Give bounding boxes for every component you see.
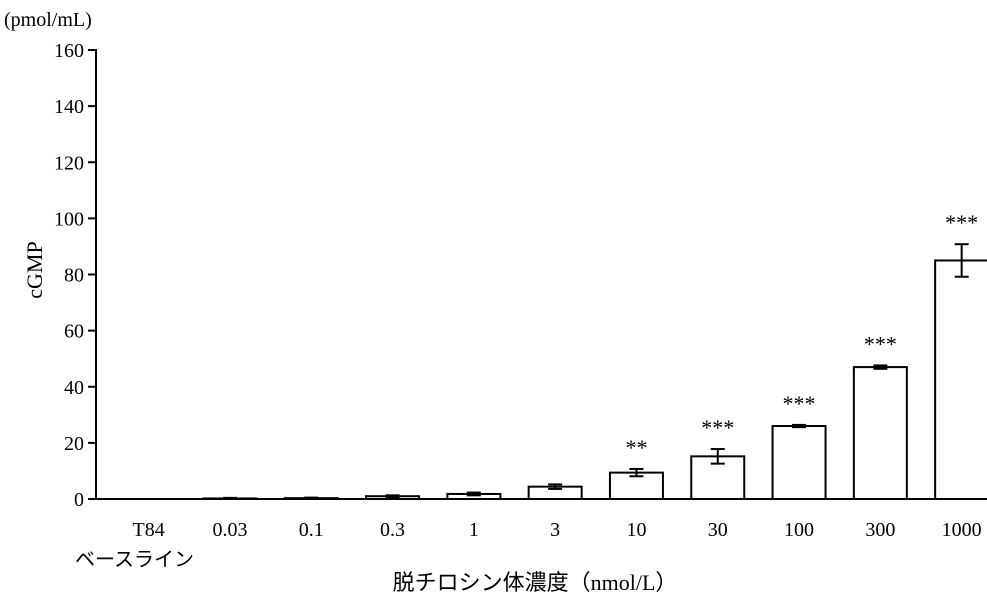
x-tick-label: 30 xyxy=(708,519,728,541)
bar xyxy=(935,260,987,499)
plot-area: 0 20 40 60 80 100 120 140 160 T84 0.03 0.1 0.3 1 3 10 **… xyxy=(54,40,987,541)
y-tick-label: 80 xyxy=(64,265,84,287)
x-tick-label: 10 xyxy=(626,519,646,541)
x-tick-label: 0.3 xyxy=(380,519,405,541)
y-unit-label: (pmol/mL) xyxy=(4,9,92,31)
x-tick-label: 1000 xyxy=(942,519,982,541)
x-tick-label: 0.1 xyxy=(299,519,324,541)
y-tick-label: 100 xyxy=(54,208,84,230)
x-axis-title: 脱チロシン体濃度（nmol/L） xyxy=(393,570,678,595)
significance-mark: *** xyxy=(864,331,897,356)
significance-mark: ** xyxy=(625,435,647,460)
bar xyxy=(854,367,907,499)
x-tick-label: 0.03 xyxy=(212,519,247,541)
x-tick-label: T84 xyxy=(133,519,165,541)
x-tick-label: 3 xyxy=(550,519,560,541)
y-tick-label: 40 xyxy=(64,377,84,399)
y-tick-label: 140 xyxy=(54,96,84,118)
significance-mark: *** xyxy=(701,415,734,440)
significance-mark: *** xyxy=(783,391,816,416)
y-tick-label: 0 xyxy=(74,489,84,511)
baseline-label: ベースライン xyxy=(75,549,194,571)
y-tick-label: 20 xyxy=(64,433,84,455)
significance-mark: *** xyxy=(945,210,978,235)
x-tick-label: 100 xyxy=(784,519,814,541)
y-tick-label: 160 xyxy=(54,40,84,62)
x-tick-label: 300 xyxy=(865,519,895,541)
y-tick-label: 120 xyxy=(54,152,84,174)
y-tick-label: 60 xyxy=(64,321,84,343)
bar xyxy=(773,426,826,499)
x-tick-label: 1 xyxy=(469,519,479,541)
y-axis-title: cGMP xyxy=(22,241,47,298)
